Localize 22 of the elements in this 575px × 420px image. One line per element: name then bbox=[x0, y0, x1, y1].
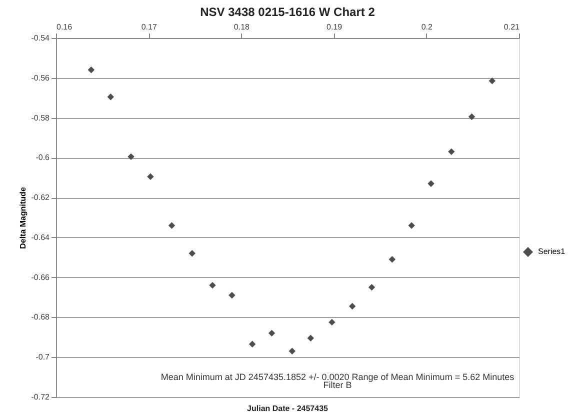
y-tick-label: -0.58 bbox=[31, 113, 50, 122]
y-tick-label: -0.64 bbox=[31, 232, 50, 242]
y-tick-label: -0.72 bbox=[31, 392, 50, 402]
annotation: Filter B bbox=[323, 380, 352, 390]
y-tick-label: -0.54 bbox=[31, 34, 50, 42]
chart-title: NSV 3438 0215-1616 W Chart 2 bbox=[200, 5, 376, 19]
y-tick-label: -0.68 bbox=[31, 312, 50, 322]
y-tick-label: -0.7 bbox=[36, 352, 50, 362]
x-tick-label: 0.2 bbox=[421, 22, 434, 32]
y-tick-label: -0.66 bbox=[31, 272, 50, 282]
y-axis-title: Delta Magnitude bbox=[18, 186, 28, 249]
y-tick-label: -0.62 bbox=[31, 193, 50, 202]
x-tick-label: 0.18 bbox=[234, 22, 250, 32]
annotation: Mean Minimum at JD 2457435.1852 +/- 0.0020 Range of Mean Minimum = 5.62 Minutes bbox=[160, 372, 515, 382]
x-tick-label: 0.16 bbox=[56, 22, 73, 32]
x-tick-label: 0.21 bbox=[504, 22, 520, 32]
y-tick-label: -0.56 bbox=[31, 73, 50, 82]
x-tick-label: 0.17 bbox=[141, 22, 158, 32]
x-axis-title: Julian Date - 2457435 bbox=[247, 404, 329, 413]
legend-label: Series1 bbox=[538, 247, 566, 256]
y-tick-label: -0.6 bbox=[36, 153, 50, 162]
x-tick-label: 0.19 bbox=[326, 22, 343, 32]
